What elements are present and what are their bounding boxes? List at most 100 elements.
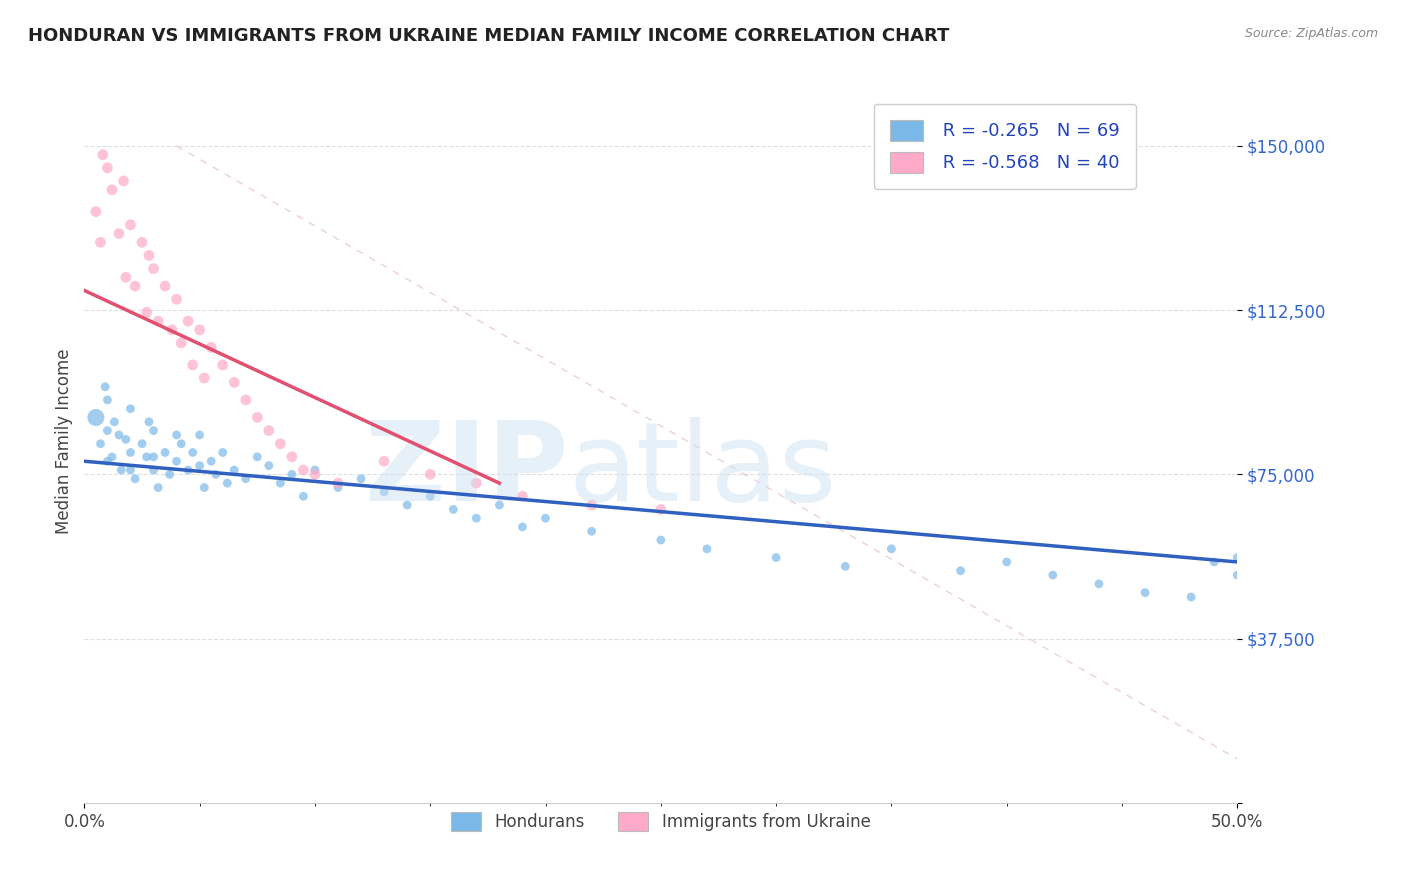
Point: [146, 314, 169, 328]
Point: [465, 511, 488, 525]
Point: [326, 476, 349, 491]
Point: [142, 463, 165, 477]
Point: [153, 445, 176, 459]
Point: [96, 424, 118, 438]
Point: [108, 227, 131, 241]
Point: [188, 323, 211, 337]
Point: [765, 550, 787, 565]
Point: [246, 410, 269, 425]
Point: [138, 248, 160, 262]
Point: [373, 454, 395, 468]
Text: Source: ZipAtlas.com: Source: ZipAtlas.com: [1244, 27, 1378, 40]
Point: [217, 476, 239, 491]
Text: ZIP: ZIP: [366, 417, 568, 524]
Point: [142, 424, 165, 438]
Point: [1226, 550, 1249, 565]
Point: [949, 564, 972, 578]
Point: [269, 436, 291, 450]
Point: [112, 174, 135, 188]
Text: atlas: atlas: [568, 417, 837, 524]
Y-axis label: Median Family Income: Median Family Income: [55, 349, 73, 534]
Point: [512, 520, 534, 534]
Point: [257, 458, 280, 473]
Point: [200, 340, 222, 354]
Point: [292, 489, 315, 503]
Point: [170, 436, 193, 450]
Point: [135, 450, 157, 464]
Point: [101, 450, 124, 464]
Point: [465, 476, 488, 491]
Point: [419, 467, 441, 482]
Point: [281, 467, 304, 482]
Point: [304, 463, 326, 477]
Point: [1204, 555, 1226, 569]
Point: [235, 392, 257, 407]
Point: [101, 183, 124, 197]
Point: [96, 392, 118, 407]
Point: [292, 463, 315, 477]
Point: [120, 401, 142, 416]
Point: [419, 489, 441, 503]
Point: [1133, 585, 1156, 599]
Point: [89, 235, 111, 250]
Point: [177, 314, 200, 328]
Point: [96, 161, 118, 175]
Point: [304, 467, 326, 482]
Point: [1180, 590, 1202, 604]
Point: [181, 358, 204, 372]
Legend: Hondurans, Immigrants from Ukraine: Hondurans, Immigrants from Ukraine: [444, 805, 877, 838]
Point: [246, 450, 269, 464]
Point: [142, 450, 165, 464]
Point: [131, 235, 153, 250]
Point: [224, 376, 246, 390]
Point: [135, 305, 157, 319]
Point: [326, 481, 349, 495]
Point: [257, 424, 280, 438]
Point: [170, 336, 193, 351]
Point: [103, 415, 125, 429]
Point: [488, 498, 510, 512]
Point: [235, 472, 257, 486]
Point: [396, 498, 419, 512]
Point: [94, 380, 117, 394]
Point: [115, 270, 138, 285]
Point: [1088, 577, 1111, 591]
Point: [193, 371, 215, 385]
Point: [120, 463, 142, 477]
Point: [96, 454, 118, 468]
Point: [224, 463, 246, 477]
Point: [512, 489, 534, 503]
Point: [650, 502, 672, 516]
Point: [834, 559, 856, 574]
Point: [124, 472, 146, 486]
Point: [211, 445, 233, 459]
Point: [1226, 568, 1249, 582]
Point: [281, 450, 304, 464]
Point: [108, 428, 131, 442]
Point: [696, 541, 718, 556]
Text: HONDURAN VS IMMIGRANTS FROM UKRAINE MEDIAN FAMILY INCOME CORRELATION CHART: HONDURAN VS IMMIGRANTS FROM UKRAINE MEDI…: [28, 27, 949, 45]
Point: [166, 454, 188, 468]
Point: [188, 428, 211, 442]
Point: [581, 524, 603, 539]
Point: [441, 502, 464, 516]
Point: [269, 476, 291, 491]
Point: [581, 498, 603, 512]
Point: [142, 261, 165, 276]
Point: [110, 463, 132, 477]
Point: [166, 428, 188, 442]
Point: [880, 541, 903, 556]
Point: [120, 218, 142, 232]
Point: [160, 323, 183, 337]
Point: [120, 445, 142, 459]
Point: [115, 433, 138, 447]
Point: [131, 436, 153, 450]
Point: [211, 358, 233, 372]
Point: [153, 279, 176, 293]
Point: [84, 410, 107, 425]
Point: [350, 472, 373, 486]
Point: [166, 292, 188, 306]
Point: [89, 436, 111, 450]
Point: [181, 445, 204, 459]
Point: [650, 533, 672, 547]
